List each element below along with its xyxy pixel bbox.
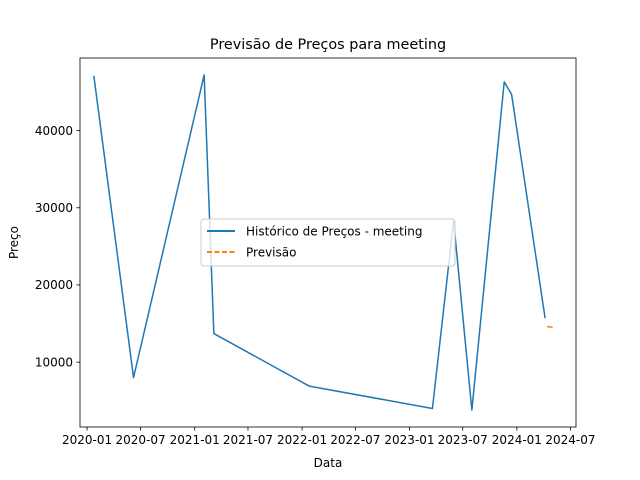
y-axis-ticks: 10000 20000 30000 40000 (35, 124, 80, 369)
legend-box (200, 218, 456, 267)
legend-label-forecast: Previsão (246, 246, 296, 260)
series-layer (93, 74, 555, 411)
series-line-1 (547, 325, 555, 329)
x-tick-label: 2023-01 (384, 433, 434, 447)
x-tick-label: 2024-01 (492, 433, 542, 447)
x-tick-label: 2023-07 (438, 433, 488, 447)
x-tick-label: 2020-07 (116, 433, 166, 447)
x-tick-label: 2022-01 (277, 433, 327, 447)
x-tick-label: 2021-01 (170, 433, 220, 447)
y-tick-label: 20000 (35, 278, 73, 292)
chart-title: Previsão de Preços para meeting (210, 37, 446, 53)
plot-frame (79, 57, 577, 428)
x-axis-title: Data (314, 456, 343, 470)
y-axis-title: Preço (7, 226, 21, 259)
x-tick-label: 2020-01 (62, 433, 112, 447)
x-tick-label: 2021-07 (223, 433, 273, 447)
x-axis-ticks: 2020-01 2020-07 2021-01 2021-07 2022-01 2022-… (62, 427, 595, 447)
y-tick-label: 40000 (35, 124, 73, 138)
x-tick-label: 2022-07 (330, 433, 380, 447)
x-tick-label: 2024-07 (545, 433, 595, 447)
y-tick-label: 10000 (35, 355, 73, 369)
legend: Histórico de Preços - meeting Previsão (200, 218, 456, 267)
series-line-0 (93, 74, 546, 411)
y-tick-label: 30000 (35, 201, 73, 215)
legend-label-history: Histórico de Preços - meeting (246, 225, 422, 239)
